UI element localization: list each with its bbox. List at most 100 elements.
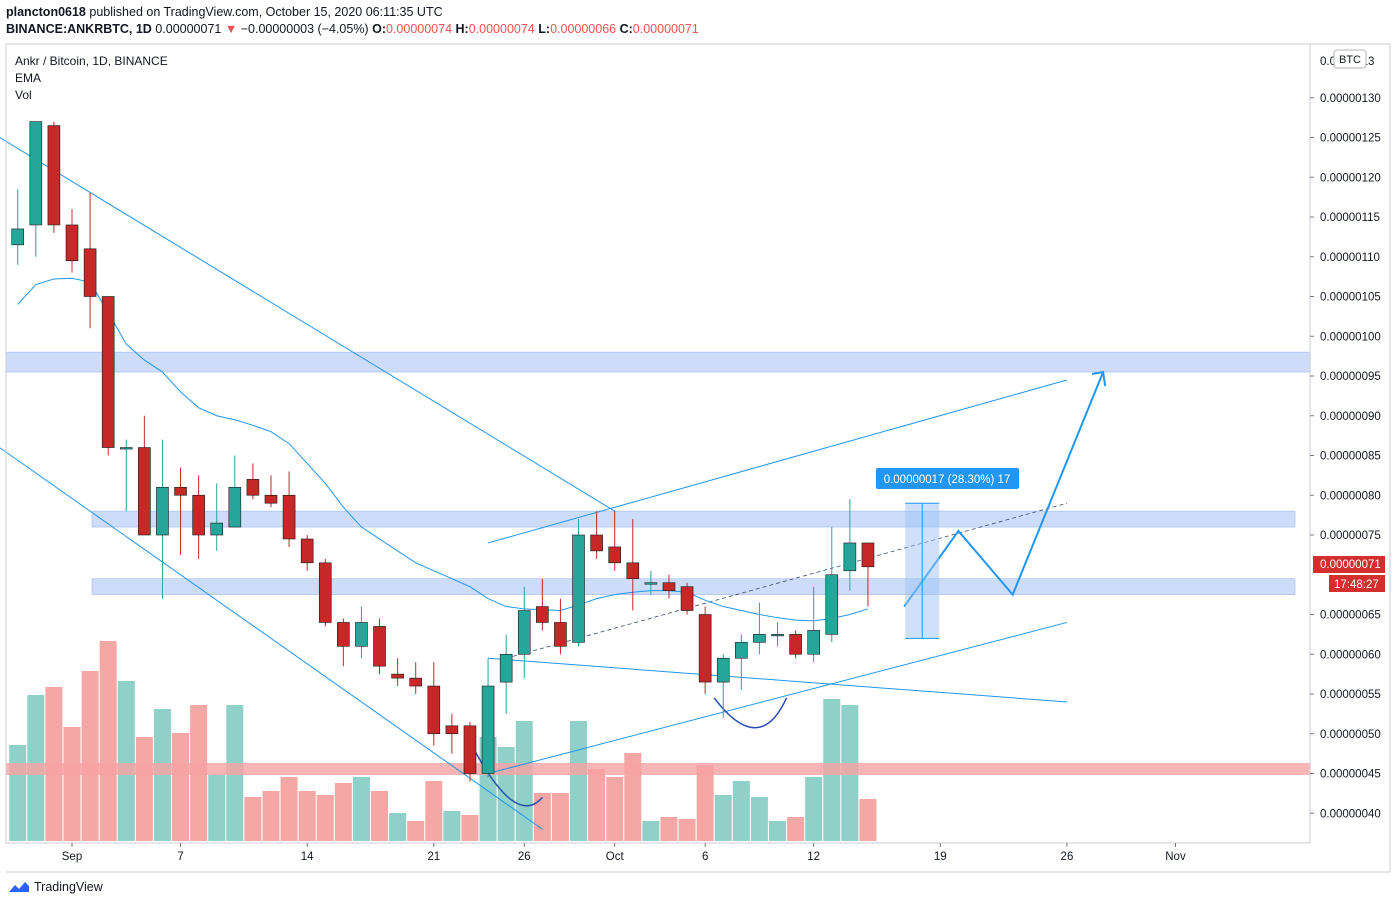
y-tick-label: 0.00000125 xyxy=(1320,133,1381,145)
candle-body xyxy=(101,296,115,448)
x-tick-label: Oct xyxy=(606,851,625,863)
y-tick-label: 0.00000060 xyxy=(1320,649,1381,661)
y-tick-label: 0.00000115 xyxy=(1320,212,1380,224)
price-range-measure[interactable]: 0.00000017 (28.30%) 17 xyxy=(876,468,1019,639)
volume-bar xyxy=(9,745,27,841)
x-tick-label: Sep xyxy=(62,851,82,863)
currency-badge-label: BTC xyxy=(1339,54,1361,66)
volume-bar xyxy=(244,797,262,841)
arrow-head-icon xyxy=(1091,370,1107,387)
candle-body xyxy=(626,562,640,580)
low-label: L: xyxy=(538,22,551,36)
axes: 0.00000130 0.00000125 0.00000120 0.00000115… xyxy=(5,43,1391,873)
volume-bar xyxy=(407,821,425,841)
symbol-ohlc-line: BINANCE:ANKRBTC, 1D 0.00000071 ▼ −0.0000… xyxy=(6,22,699,36)
countdown-label: 17:48:27 xyxy=(1334,579,1379,591)
close-label: C: xyxy=(619,22,633,36)
candle-body xyxy=(680,586,694,611)
zone-0 xyxy=(5,351,1311,373)
publisher-name[interactable]: plancton0618 xyxy=(6,5,86,19)
low-value: 0.00000066 xyxy=(550,22,617,36)
zone-2 xyxy=(91,578,1296,595)
ema-curve xyxy=(17,277,869,622)
volume-bar xyxy=(63,727,81,841)
legend-vol[interactable]: Vol xyxy=(15,88,32,102)
high-label: H: xyxy=(455,22,469,36)
tradingview-logo[interactable]: TradingView xyxy=(8,880,103,894)
candle-body xyxy=(246,479,260,496)
candle-body xyxy=(517,610,531,655)
candle-body xyxy=(300,538,314,564)
candle-body xyxy=(47,125,61,226)
volume-bar xyxy=(443,811,461,841)
candle-body xyxy=(753,634,766,643)
candle-body xyxy=(608,546,622,564)
candle-body xyxy=(337,622,350,647)
candle-body xyxy=(825,574,839,635)
trendline-1 xyxy=(0,447,543,830)
y-tick-label: 0.00000090 xyxy=(1320,411,1381,423)
x-tick-label: 21 xyxy=(427,851,440,863)
volume-bar xyxy=(732,781,750,841)
y-tick-label: 0.00000075 xyxy=(1320,530,1381,542)
published-date: published on TradingView.com, October 15… xyxy=(89,5,443,19)
volume-bar xyxy=(298,791,316,841)
volume-bar xyxy=(334,783,352,841)
candle-body xyxy=(536,606,549,623)
open-value: 0.00000074 xyxy=(385,22,453,36)
price-change: −0.00000003 (−4.05%) xyxy=(240,22,369,36)
volume-bar xyxy=(588,769,606,841)
candle-body xyxy=(174,486,187,496)
volume-bar xyxy=(787,817,805,841)
candle-body xyxy=(481,685,495,774)
volume-bar xyxy=(316,795,334,841)
y-tick-label: 0.00000100 xyxy=(1320,331,1381,343)
candle-body xyxy=(65,224,79,262)
volume-bar xyxy=(352,777,370,841)
volume-bar xyxy=(208,775,226,841)
candle-body xyxy=(11,228,25,246)
volume-bar xyxy=(750,797,768,841)
candle-body xyxy=(572,534,585,643)
y-tick-label: 0.00000110 xyxy=(1320,252,1380,264)
bottom-curve-2 xyxy=(713,697,788,729)
candle-body xyxy=(427,685,441,735)
volume-bar xyxy=(642,821,660,841)
volume-bar xyxy=(769,821,787,841)
volume-bar xyxy=(117,681,135,841)
candle-body xyxy=(373,626,386,667)
y-tick-label: 0.00000095 xyxy=(1320,371,1381,383)
volume-bar xyxy=(135,737,153,841)
volume-bar xyxy=(696,765,714,841)
x-tick-label: 7 xyxy=(177,851,183,863)
y-tick-label: 0.00000120 xyxy=(1320,172,1381,184)
x-tick-label: 14 xyxy=(301,851,314,863)
x-tick-label: 26 xyxy=(1061,851,1074,863)
legend-ema[interactable]: EMA xyxy=(15,71,42,85)
currency-badge xyxy=(1333,49,1367,69)
candle-body xyxy=(590,534,603,552)
y-tick-label: 0.00000050 xyxy=(1320,729,1381,741)
candle-body xyxy=(409,677,423,687)
volume-bar xyxy=(660,817,678,841)
candle-body xyxy=(156,486,169,536)
volume-bar xyxy=(515,721,533,841)
volume-bar xyxy=(172,733,190,841)
last-price: 0.00000071 xyxy=(155,22,222,36)
tradingview-logo-icon xyxy=(9,882,29,892)
volume-bar xyxy=(805,777,823,841)
volume-bar xyxy=(533,793,551,841)
last-price-label: 0.00000071 xyxy=(1320,559,1381,571)
ema-line xyxy=(17,277,869,622)
candle-body xyxy=(210,522,224,536)
volume-bar xyxy=(714,795,732,841)
brand-name: TradingView xyxy=(34,880,103,894)
volume-bar xyxy=(497,747,515,841)
candlesticks xyxy=(11,121,875,782)
candle-body xyxy=(807,630,820,655)
y-tick-label: 0.00000080 xyxy=(1320,490,1381,502)
candle-body xyxy=(662,582,676,591)
y-tick-label: 0.00000130 xyxy=(1320,93,1381,105)
x-tick-label: 12 xyxy=(807,851,820,863)
